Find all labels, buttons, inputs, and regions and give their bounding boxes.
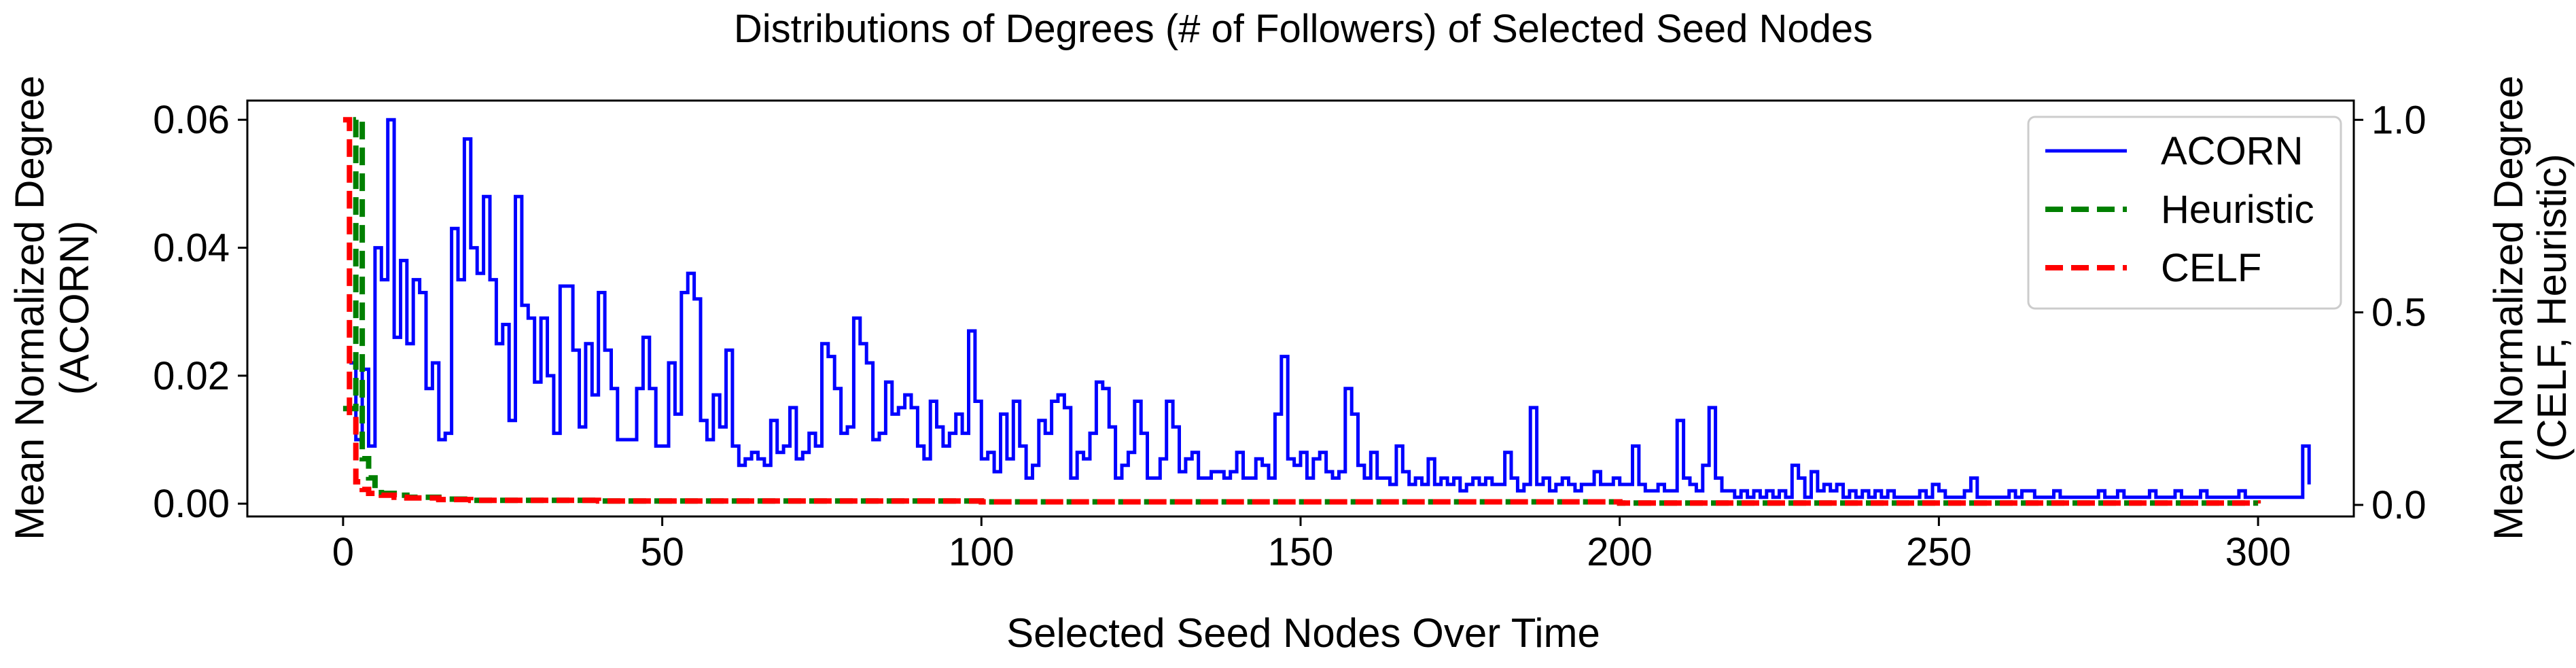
legend-label-heuristic: Heuristic	[2161, 188, 2314, 232]
chart-title: Distributions of Degrees (# of Followers…	[734, 7, 1873, 51]
y-left-tick-label-1: 0.02	[153, 354, 230, 398]
x-axis: 0 50 100 150 200 250 300	[332, 516, 2291, 574]
legend-label-acorn: ACORN	[2161, 129, 2303, 173]
x-tick-label-5: 250	[1906, 530, 1972, 574]
x-axis-label: Selected Seed Nodes Over Time	[1006, 610, 1600, 656]
y-right-tick-label-1: 0.5	[2371, 291, 2427, 335]
y-left-tick-label-3: 0.06	[153, 98, 230, 142]
series-line-celf	[342, 117, 2261, 506]
y-right-label-line1: Mean Normalized Degree	[2486, 75, 2531, 540]
legend-label-celf: CELF	[2161, 246, 2261, 290]
series-layer	[342, 117, 2311, 506]
x-tick-label-6: 300	[2225, 530, 2291, 574]
series-line-acorn	[349, 118, 2311, 499]
y-left-tick-label-0: 0.00	[153, 482, 230, 526]
y-right-tick-label-0: 0.0	[2371, 483, 2427, 527]
y-left-label-line2: (ACORN)	[52, 221, 97, 395]
y-right-label-line2: (CELF, Heuristic)	[2529, 154, 2575, 461]
x-tick-label-1: 50	[640, 530, 684, 574]
legend-box	[2027, 116, 2342, 310]
series-line-heuristic	[342, 117, 2261, 506]
x-tick-label-2: 100	[949, 530, 1014, 574]
legend: ACORN Heuristic CELF	[2027, 116, 2342, 310]
x-tick-label-0: 0	[332, 530, 354, 574]
x-tick-label-4: 200	[1587, 530, 1653, 574]
y-left-tick-label-2: 0.04	[153, 226, 230, 270]
y-axis-right: 0.0 0.5 1.0	[2354, 98, 2427, 527]
x-tick-label-3: 150	[1268, 530, 1334, 574]
y-right-tick-label-2: 1.0	[2371, 98, 2427, 142]
y-left-label-line1: Mean Normalized Degree	[7, 75, 52, 540]
y-axis-left: 0.00 0.02 0.04 0.06	[153, 98, 247, 526]
